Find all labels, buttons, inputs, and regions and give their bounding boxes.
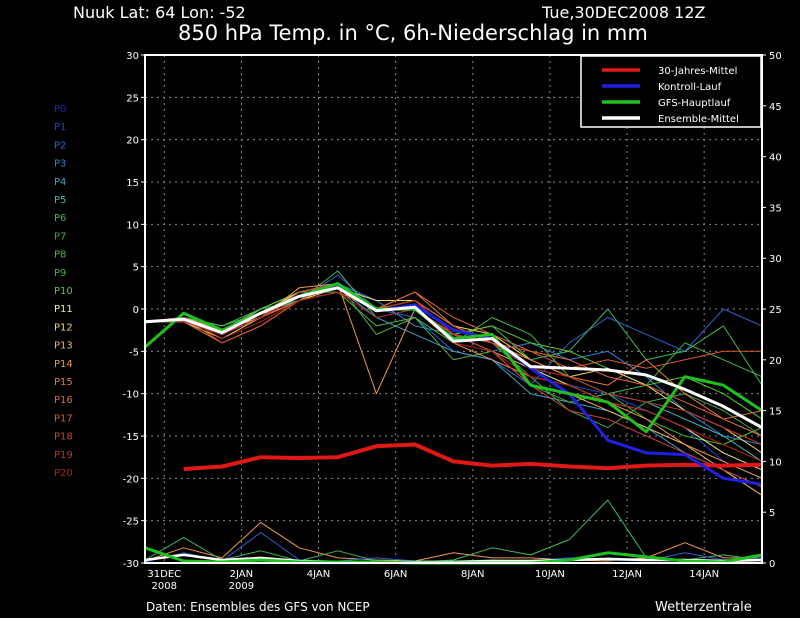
member-label-p5: P5 xyxy=(54,195,66,206)
member-label-p19: P19 xyxy=(54,450,73,461)
y-right-tick-label: 10 xyxy=(769,457,782,468)
legend: 30-Jahres-Mittel Kontroll-Lauf GFS-Hauptla… xyxy=(580,55,762,128)
y-left-tick-label: 0 xyxy=(133,305,139,316)
gfs-line xyxy=(144,282,763,434)
member-line-p17 xyxy=(144,291,762,369)
member-label-p18: P18 xyxy=(54,432,73,443)
precip-line-p2 xyxy=(144,532,763,563)
run-label: Tue,30DEC2008 12Z xyxy=(541,3,706,22)
member-label-p12: P12 xyxy=(54,322,73,333)
y-right-tick-label: 0 xyxy=(769,559,775,570)
y-right-tick-label: 45 xyxy=(769,102,782,113)
y-left-tick-label: 15 xyxy=(126,178,139,189)
x-tick-sublabel: 2009 xyxy=(229,581,254,592)
y-left-tick-label: 10 xyxy=(126,220,139,231)
legend-label: GFS-Hauptlauf xyxy=(658,98,731,109)
y-right-tick-label: 30 xyxy=(769,254,782,265)
member-line-p19 xyxy=(145,287,763,445)
members-legend: P0 P1 P2 P3 P4 P5 P6 P7 P8 P9 P10 P11 P12 P13 P14 P15 P1… xyxy=(54,104,73,479)
y-left-tick-label: -25 xyxy=(123,517,139,528)
y-right-tick-label: 20 xyxy=(769,356,782,367)
member-label-p7: P7 xyxy=(54,231,66,242)
y-left-tick-label: 30 xyxy=(126,51,139,62)
member-line-p11 xyxy=(144,283,763,471)
y-right-tick-label: 5 xyxy=(769,508,775,519)
x-tick-label: 4JAN xyxy=(307,569,330,580)
member-label-p4: P4 xyxy=(54,177,66,188)
y-left-tick-label: -15 xyxy=(123,432,139,443)
brand-label: Wetterzentrale xyxy=(655,600,752,615)
ensemble-mean-line xyxy=(144,286,763,429)
x-tick-label: 2JAN xyxy=(230,569,253,580)
precip-line-p14 xyxy=(144,521,762,562)
x-tick-label: 6JAN xyxy=(384,569,407,580)
member-label-p0: P0 xyxy=(54,104,66,115)
member-label-p13: P13 xyxy=(54,341,73,352)
y-left-tick-label: 25 xyxy=(126,93,139,104)
member-label-p10: P10 xyxy=(54,286,73,297)
climatology-line xyxy=(183,442,763,471)
member-line-p1 xyxy=(144,283,763,479)
x-tick-label: 12JAN xyxy=(612,569,642,580)
x-tick-label: 31DEC xyxy=(147,569,181,580)
member-label-p8: P8 xyxy=(54,250,66,261)
x-tick-label: 10JAN xyxy=(535,569,565,580)
x-tick-label: 14JAN xyxy=(689,569,719,580)
member-label-p14: P14 xyxy=(54,359,73,370)
location-label: Nuuk Lat: 64 Lon: -52 xyxy=(73,3,246,22)
axes: -30 -25 -20 -15 -10 -5 0 5 10 15 20 25 30 0 5 10 15 20 25 3… xyxy=(123,51,782,592)
chart-title: 850 hPa Temp. in °C, 6h-Niederschlag in … xyxy=(178,21,648,45)
source-note: Daten: Ensembles des GFS von NCEP xyxy=(146,600,370,614)
member-label-p6: P6 xyxy=(54,213,66,224)
member-line-p12 xyxy=(145,287,763,454)
member-line-p14 xyxy=(144,283,763,479)
y-right-tick-label: 50 xyxy=(769,51,782,62)
y-left-tick-label: 5 xyxy=(133,263,139,274)
y-left-tick-label: 20 xyxy=(126,136,139,147)
member-label-p1: P1 xyxy=(54,122,66,133)
member-label-p20: P20 xyxy=(54,468,73,479)
member-label-p3: P3 xyxy=(54,159,66,170)
y-right-tick-label: 25 xyxy=(769,305,782,316)
x-tick-label: 8JAN xyxy=(461,569,484,580)
plot-frame xyxy=(144,54,763,564)
member-label-p9: P9 xyxy=(54,268,66,279)
member-label-p17: P17 xyxy=(54,413,73,424)
y-left-tick-label: -10 xyxy=(123,390,139,401)
y-right-tick-label: 40 xyxy=(769,153,782,164)
legend-box xyxy=(580,55,762,128)
member-label-p11: P11 xyxy=(54,304,73,315)
y-left-tick-label: -30 xyxy=(123,559,139,570)
legend-label: Ensemble-Mittel xyxy=(658,114,739,125)
legend-label: 30-Jahres-Mittel xyxy=(658,66,737,77)
member-label-p15: P15 xyxy=(54,377,73,388)
member-label-p2: P2 xyxy=(54,140,66,151)
y-left-tick-label: -20 xyxy=(123,474,139,485)
series-layer xyxy=(144,270,763,565)
y-right-tick-label: 15 xyxy=(769,407,782,418)
member-line-p20 xyxy=(144,291,763,462)
y-left-tick-label: -5 xyxy=(129,347,139,358)
x-tick-sublabel: 2008 xyxy=(152,581,177,592)
y-right-tick-label: 35 xyxy=(769,203,782,214)
legend-label: Kontroll-Lauf xyxy=(658,82,722,93)
grid xyxy=(145,55,762,563)
member-label-p16: P16 xyxy=(54,395,73,406)
